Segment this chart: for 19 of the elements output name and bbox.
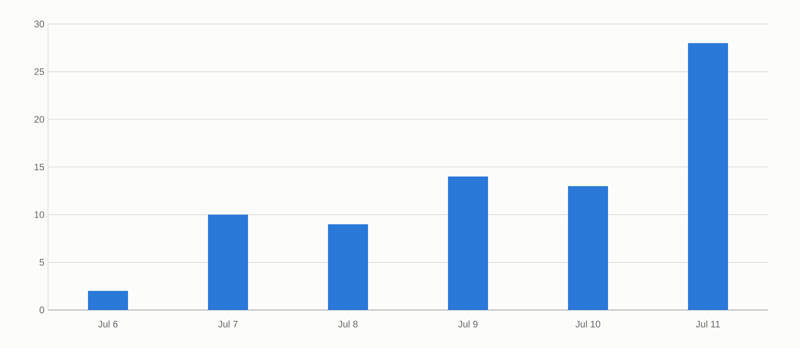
y-tick-label: 20 xyxy=(34,116,44,123)
x-tick-label: Jul 10 xyxy=(576,320,600,328)
y-tick-label: 10 xyxy=(34,211,44,218)
x-tick-label: Jul 6 xyxy=(98,320,118,328)
y-tick-label: 30 xyxy=(34,20,44,28)
bar xyxy=(448,176,488,310)
y-tick-label: 0 xyxy=(40,306,44,314)
bar xyxy=(208,214,248,310)
bar xyxy=(568,186,608,310)
y-tick-label: 15 xyxy=(34,164,44,170)
x-tick-label: Jul 9 xyxy=(458,320,478,328)
bar xyxy=(88,290,128,310)
y-tick-label: 25 xyxy=(34,68,44,76)
x-tick-label: Jul 7 xyxy=(218,320,238,328)
bar xyxy=(688,43,728,310)
x-tick-label: Jul 8 xyxy=(338,320,358,328)
y-tick-label: 5 xyxy=(40,259,44,266)
x-tick-label: Jul 11 xyxy=(696,320,720,328)
bar xyxy=(328,224,368,310)
